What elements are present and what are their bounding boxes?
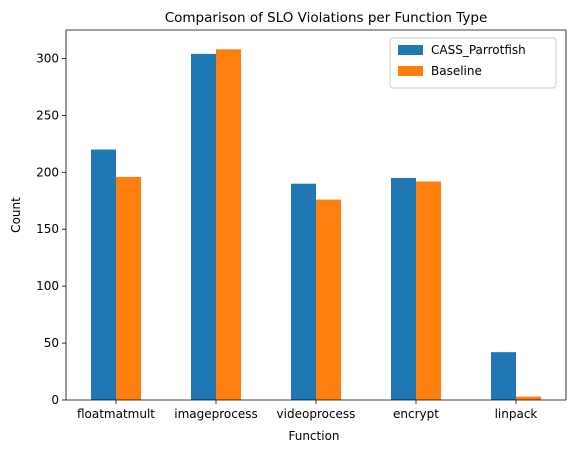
legend: CASS_Parrotfish Baseline [389, 37, 557, 89]
y-axis-label: Count [9, 197, 23, 233]
bar-2-3 [316, 199, 341, 400]
plot-area: 0 50 100 150 200 250 300 floatmatmult imageproce… [36, 29, 567, 421]
y-tick-label-4: 150 [36, 222, 59, 236]
y-tick-label-2: 50 [44, 336, 59, 350]
y-tick-label-1: 0 [51, 393, 59, 407]
y-tick-label-3: 100 [36, 279, 59, 293]
bar-2-5 [516, 396, 541, 400]
y-tick-label-6: 250 [36, 108, 59, 122]
legend-swatch-1 [398, 45, 423, 55]
bar-1-4 [391, 178, 416, 400]
x-tick-label-1: floatmatmult [77, 407, 155, 421]
legend-box [389, 37, 557, 89]
chart-title: Comparison of SLO Violations per Functio… [165, 10, 488, 26]
legend-label-2: Baseline [431, 64, 482, 78]
x-tick-label-3: videoprocess [277, 407, 356, 421]
legend-label-1: CASS_Parrotfish [431, 43, 526, 57]
legend-swatch-2 [398, 66, 423, 76]
x-tick-label-5: linpack [495, 407, 538, 421]
x-tick-label-4: encrypt [393, 407, 439, 421]
x-tick-label-2: imageprocess [174, 407, 258, 421]
y-tick-label-5: 200 [36, 165, 59, 179]
bar-1-3 [291, 183, 316, 400]
bar-1-5 [491, 352, 516, 400]
bar-1-1 [91, 149, 116, 400]
y-tick-label-7: 300 [36, 51, 59, 65]
bar-2-2 [216, 49, 241, 400]
bar-1-2 [191, 53, 216, 401]
bar-2-1 [116, 176, 141, 400]
bar-2-4 [416, 181, 441, 400]
x-axis-label: Function [288, 429, 339, 443]
